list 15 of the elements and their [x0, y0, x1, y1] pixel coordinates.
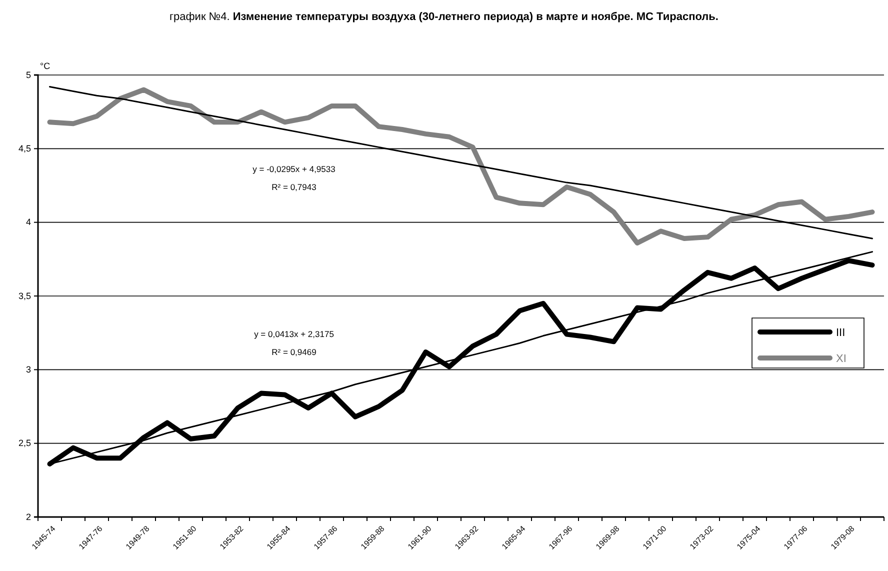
- y-tick-label: 2: [26, 512, 31, 522]
- text: III: [836, 327, 846, 339]
- y-tick-label: 3,5: [18, 290, 31, 301]
- annotation: R² = 0,7943: [272, 182, 317, 192]
- y-tick-label: 4,5: [18, 144, 31, 154]
- annotation: y = -0,0295x + 4,9533: [252, 164, 336, 174]
- y-tick-label: 2,5: [18, 438, 31, 448]
- y-axis-title: °C: [40, 61, 51, 71]
- text: XI: [836, 353, 846, 365]
- y-tick-label: 3: [26, 364, 31, 375]
- chart-title: график №4. Изменение температуры воздуха (30-летнего периода) в марте и ноябре. МС Тирасполь.: [170, 11, 718, 23]
- y-tick-label: 5: [26, 70, 31, 80]
- y-tick-label: 4: [26, 217, 31, 228]
- annotation: R² = 0,9469: [272, 347, 317, 357]
- annotation: y = 0,0413x + 2,3175: [254, 329, 334, 339]
